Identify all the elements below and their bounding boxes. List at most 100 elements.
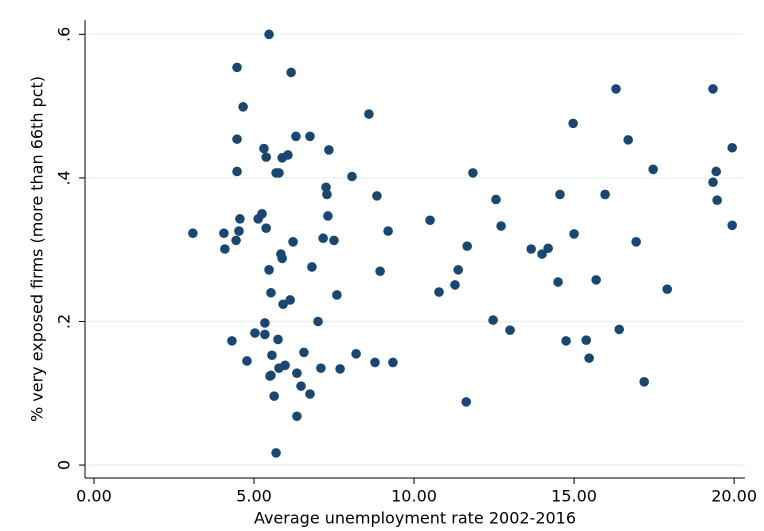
point [388,357,398,368]
point [639,377,649,387]
point [227,336,237,346]
point [260,318,270,328]
point [727,220,737,231]
point [425,215,435,226]
point [285,295,295,305]
point [623,135,633,145]
point [305,131,315,142]
point [232,134,242,144]
x-tick-label: 0.00 [76,487,112,506]
point [708,177,718,188]
point [278,299,288,310]
point [553,277,563,287]
point [265,371,275,381]
point [264,29,274,40]
point [324,145,334,155]
x-tick-label: 10.00 [391,487,437,506]
point [450,280,460,290]
y-axis-title: % very exposed firms (more than 66th pct… [28,76,47,422]
point [283,150,293,160]
point [257,209,267,219]
point [220,244,230,254]
point [468,168,478,178]
point [461,397,472,407]
point [453,265,464,275]
point [292,368,302,378]
point [266,287,276,298]
y-tick-label: .4 [55,170,74,185]
point [591,275,601,285]
point [299,347,309,358]
point [648,164,658,175]
point [351,349,361,359]
point [313,316,323,327]
point [347,171,357,182]
point [561,336,571,346]
point [335,364,345,374]
point [274,168,284,178]
point [600,189,610,200]
point [250,328,260,338]
x-axis-title: Average unemployment rate 2002-2016 [254,509,576,528]
point [526,244,536,254]
point [727,142,737,153]
y-tick-label: 0 [55,460,74,470]
point [280,360,290,371]
point [261,152,271,162]
point [491,194,501,205]
point [708,84,718,94]
point [462,241,472,251]
point [569,229,579,239]
point [292,411,302,422]
y-tick-label: .6 [55,27,74,42]
point [259,143,269,154]
point [238,102,248,112]
point [269,391,279,401]
point [234,226,244,236]
point [555,189,565,200]
x-tick-label: 5.00 [236,487,272,506]
point [264,265,274,275]
point [188,228,198,239]
point [537,249,547,259]
point [372,191,382,201]
point [232,62,242,73]
point [232,166,242,177]
point [711,166,721,177]
point [219,228,229,239]
point [323,211,333,221]
point [568,118,578,129]
point [288,237,298,247]
point [316,363,326,373]
point [370,357,380,368]
point [322,189,332,200]
point [383,226,393,236]
point [242,356,252,366]
point [488,315,498,325]
point [305,389,315,399]
point [543,243,553,254]
point [434,287,444,297]
point [231,235,241,246]
point [631,237,641,247]
point [332,290,342,300]
x-tick-label: 20.00 [711,487,757,506]
point [375,266,385,277]
point [296,381,306,391]
y-tick-label: .2 [55,314,74,329]
point [505,325,515,335]
point [712,195,722,205]
point [276,249,286,259]
point [261,223,271,233]
point [364,109,374,119]
point [581,335,592,345]
point [321,182,331,193]
point [307,262,317,272]
point [496,221,506,231]
point [291,131,301,142]
point [614,324,625,335]
point [611,84,621,94]
point [584,353,594,363]
point [273,334,283,345]
